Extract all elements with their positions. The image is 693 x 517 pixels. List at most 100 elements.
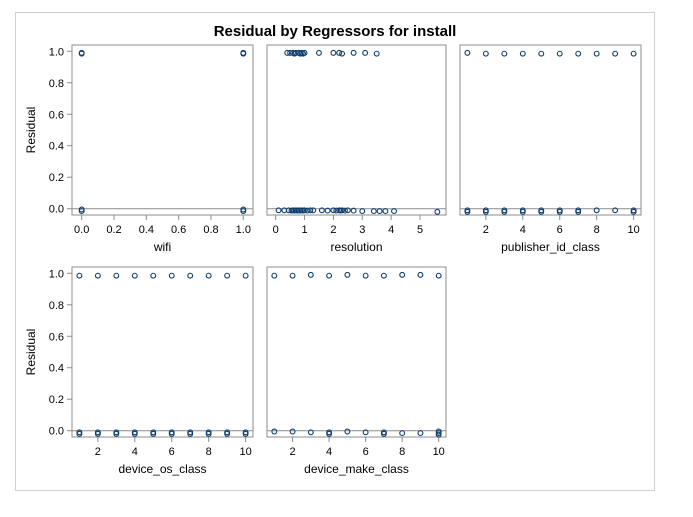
residual-point — [271, 272, 278, 279]
residual-point — [187, 272, 194, 279]
residual-point — [150, 430, 157, 437]
y-tick-label: 0.4 — [49, 141, 64, 153]
x-tick-label: 0 — [273, 224, 279, 236]
residual-point — [205, 430, 212, 437]
residual-point — [307, 207, 314, 214]
x-axis-label: device_os_class — [118, 462, 206, 476]
x-tick-label: 3 — [359, 224, 365, 236]
residual-point — [612, 207, 619, 214]
x-tick-label: 0.2 — [106, 224, 121, 236]
residual-point — [307, 271, 314, 278]
y-tick-label: 0.6 — [49, 109, 64, 121]
y-tick-label: 0.8 — [49, 78, 64, 90]
y-tick-label: 0.4 — [49, 363, 64, 375]
residual-point — [324, 207, 331, 214]
residual-point — [362, 272, 369, 279]
x-tick-label: 0.8 — [203, 224, 218, 236]
residual-point — [242, 430, 249, 437]
x-axis-label: resolution — [330, 240, 382, 254]
residual-point — [501, 208, 508, 215]
residual-point — [362, 429, 369, 436]
residual-point — [326, 272, 333, 279]
residual-point — [205, 272, 212, 279]
residual-point — [519, 208, 526, 215]
residual-point — [242, 272, 249, 279]
residual-point — [350, 207, 357, 214]
panel-frame-resolution — [266, 44, 447, 216]
panel-frame-publisher_id_class — [459, 44, 642, 216]
residual-point — [289, 272, 296, 279]
residual-point — [113, 272, 120, 279]
y-tick-label: 1.0 — [49, 46, 64, 58]
residual-point — [399, 271, 406, 278]
residual-point — [326, 430, 333, 437]
residual-point — [336, 49, 343, 56]
residual-point — [224, 430, 231, 437]
x-tick-label: 0.4 — [139, 224, 154, 236]
x-tick-label: 0.0 — [74, 224, 89, 236]
residual-point — [76, 272, 83, 279]
x-axis-label: publisher_id_class — [501, 240, 600, 254]
residual-point — [380, 272, 387, 279]
residual-point — [630, 208, 637, 215]
x-tick-label: 5 — [417, 224, 423, 236]
residual-point — [482, 50, 489, 57]
residual-point — [630, 50, 637, 57]
residual-point — [131, 272, 138, 279]
x-tick-label: 10 — [239, 446, 251, 458]
residual-point — [304, 207, 311, 214]
residual-point — [275, 207, 282, 214]
x-tick-label: 0.6 — [171, 224, 186, 236]
x-tick-label: 1 — [301, 224, 307, 236]
residual-point — [612, 50, 619, 57]
residual-point — [417, 271, 424, 278]
panel-frame-device_os_class — [71, 266, 254, 438]
residual-point — [464, 49, 471, 56]
residual-point — [271, 428, 278, 435]
x-tick-label: 4 — [326, 446, 332, 458]
x-tick-label: 4 — [388, 224, 394, 236]
residual-point — [301, 207, 308, 214]
y-tick-label: 0.8 — [49, 300, 64, 312]
residual-point — [131, 430, 138, 437]
residual-point — [284, 49, 291, 56]
residual-point — [240, 208, 247, 215]
residual-point — [482, 208, 489, 215]
residual-point — [316, 49, 322, 56]
y-tick-label: 0.2 — [49, 394, 64, 406]
residual-point — [310, 207, 317, 214]
residual-point — [556, 50, 563, 57]
residual-point — [519, 50, 526, 57]
y-axis-label: Residual — [24, 107, 38, 154]
residual-point — [417, 430, 424, 437]
residual-point — [301, 49, 308, 56]
y-tick-label: 0.6 — [49, 331, 64, 343]
residual-point — [391, 208, 397, 215]
residual-point — [224, 272, 231, 279]
residual-point — [94, 430, 101, 437]
x-tick-label: 4 — [520, 224, 526, 236]
residual-point — [362, 49, 369, 56]
residual-point — [344, 428, 351, 435]
panel-frame-wifi — [71, 44, 254, 216]
residual-point — [307, 429, 314, 436]
x-tick-label: 6 — [363, 446, 369, 458]
residual-point — [344, 207, 351, 214]
x-tick-label: 6 — [169, 446, 175, 458]
x-tick-label: 6 — [557, 224, 563, 236]
residual-point — [382, 208, 389, 215]
x-axis-label: device_make_class — [304, 462, 409, 476]
residual-point — [556, 208, 563, 215]
residual-point — [339, 207, 346, 214]
residual-point — [380, 430, 387, 437]
x-tick-label: 10 — [627, 224, 639, 236]
residual-point — [113, 430, 120, 437]
residual-point — [399, 430, 406, 437]
residual-point — [150, 272, 157, 279]
residual-point — [593, 207, 600, 214]
x-tick-label: 2 — [330, 224, 336, 236]
residual-point — [94, 272, 101, 279]
residual-point — [501, 50, 508, 57]
x-tick-label: 8 — [206, 446, 212, 458]
